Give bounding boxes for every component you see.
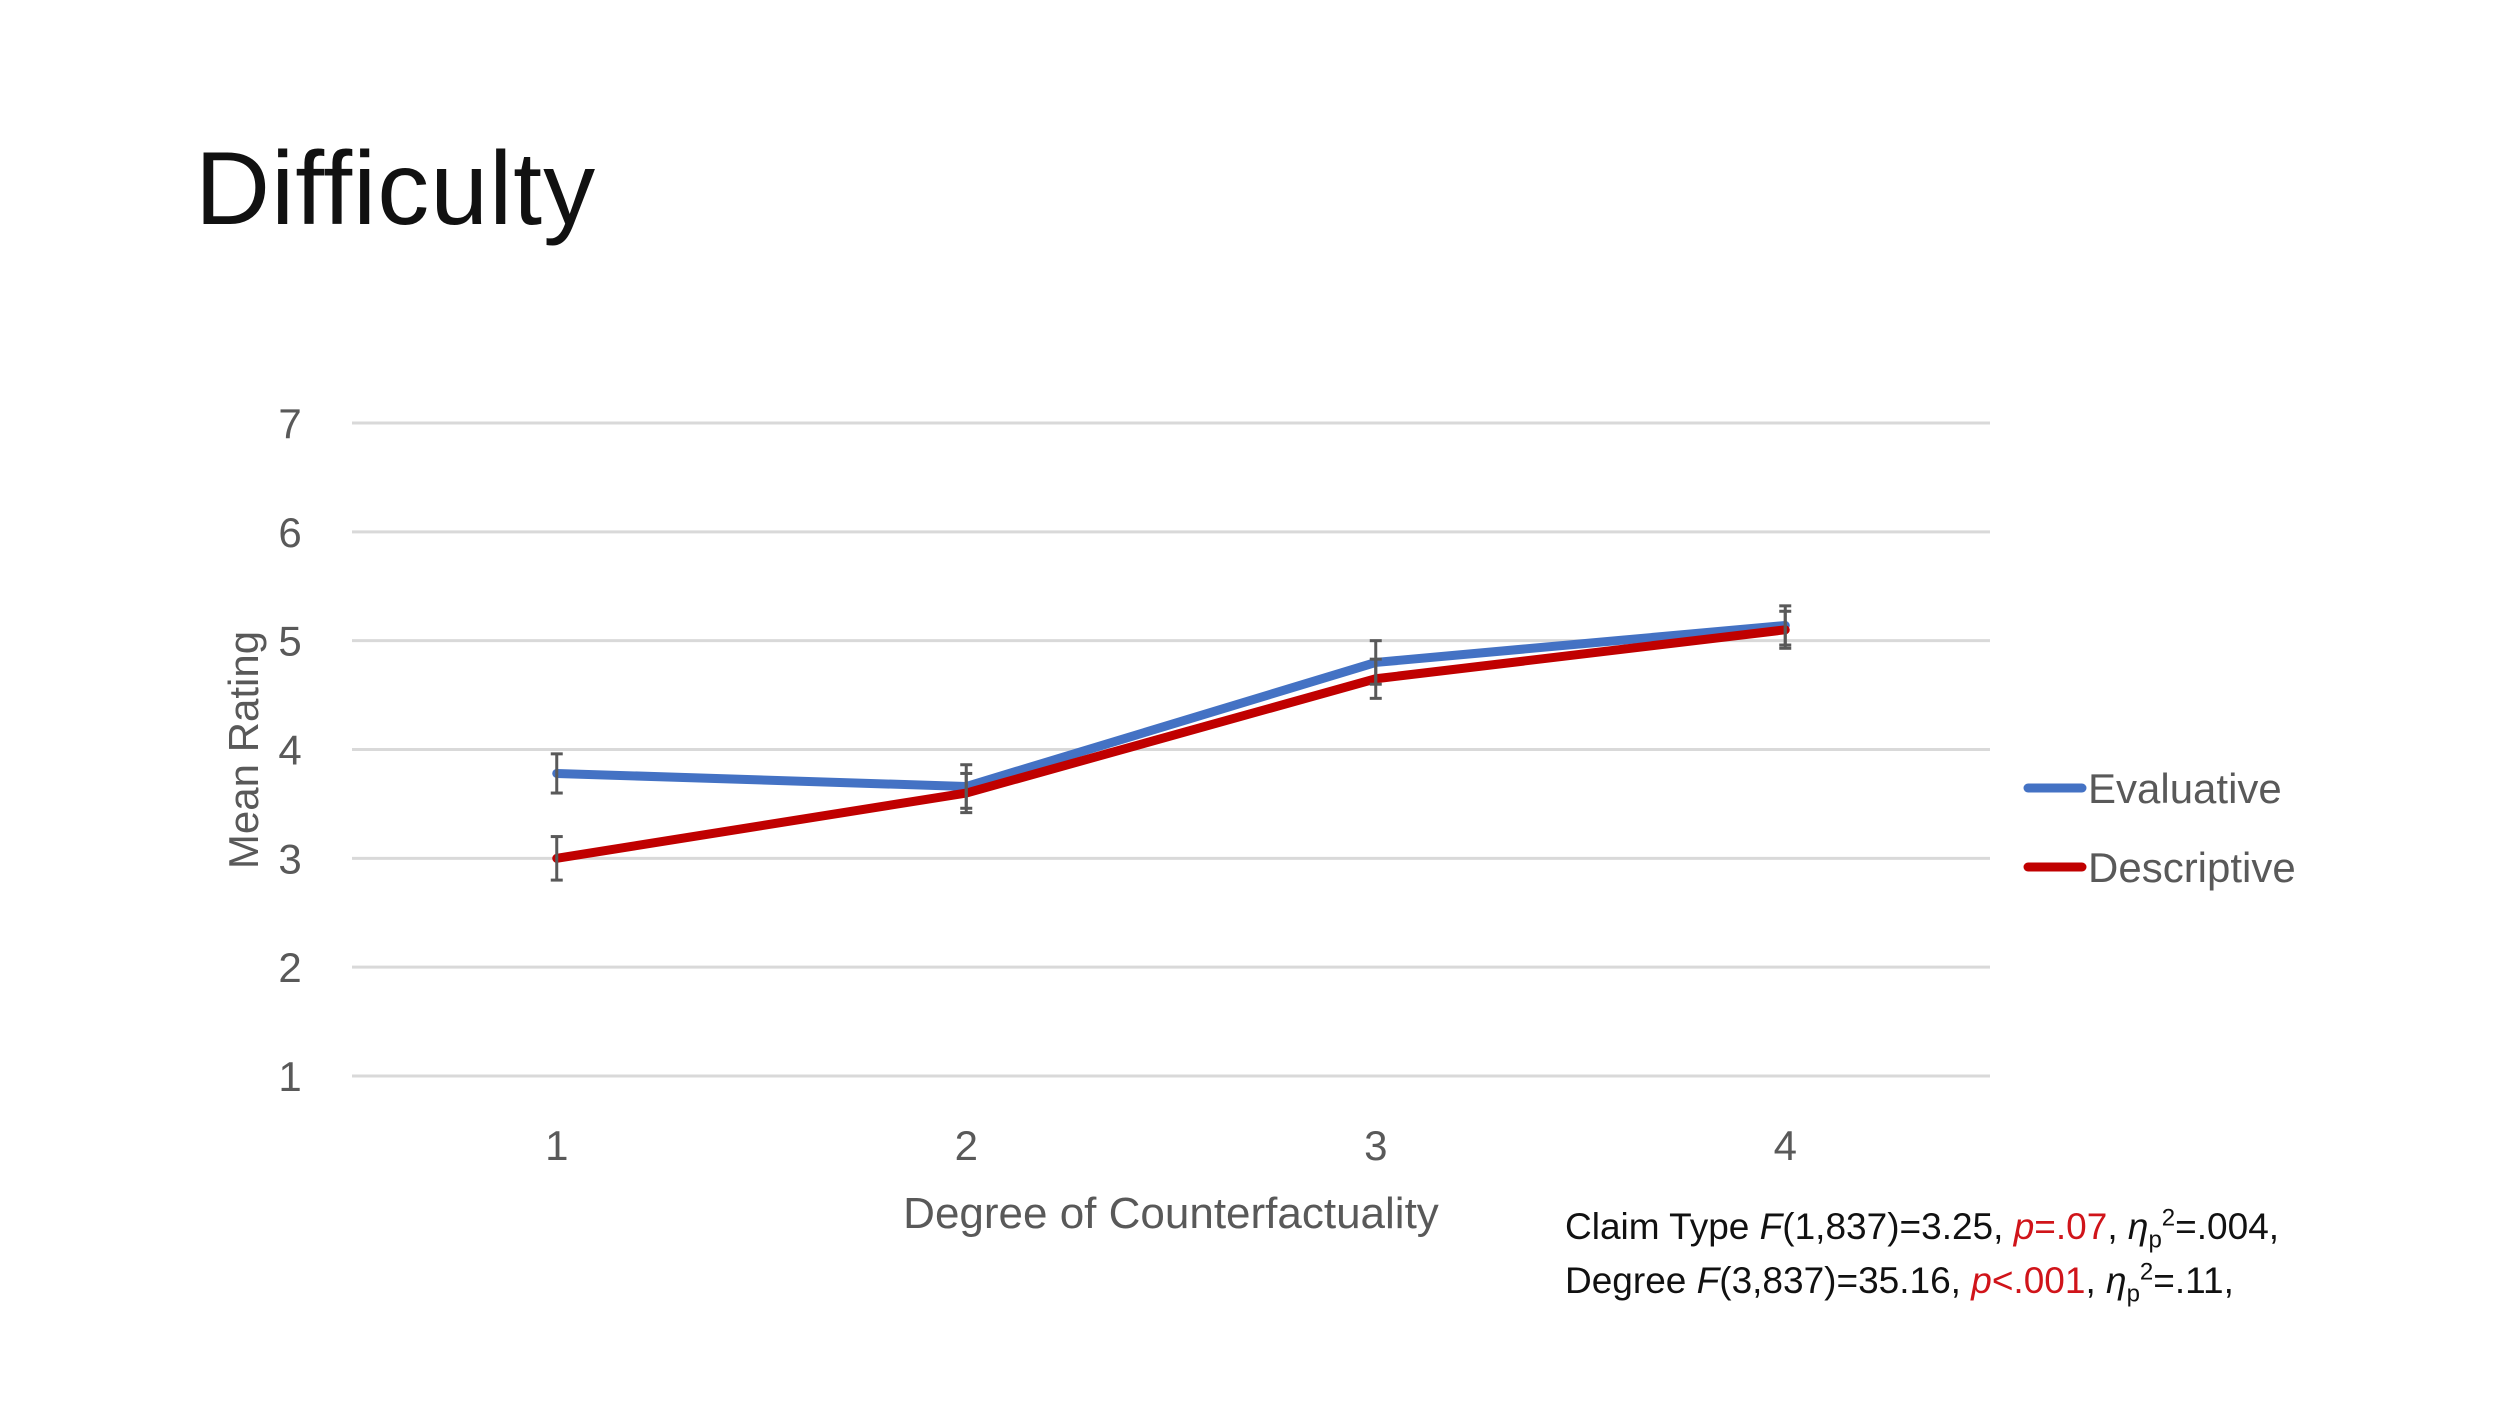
x-tick-label: 3 xyxy=(1364,1122,1387,1169)
stats-eta-sub: p xyxy=(2126,1280,2140,1308)
x-tick-label: 2 xyxy=(955,1122,978,1169)
y-tick-label: 6 xyxy=(278,509,301,556)
x-tick-label: 1 xyxy=(545,1122,568,1169)
stats-p-value: p=.07 xyxy=(2014,1206,2108,1247)
stats-line-degree: Degree F(3,837)=35.16, p<.001, ηp2=.11, xyxy=(1565,1258,2234,1308)
y-tick-label: 3 xyxy=(278,835,301,882)
stats-eta-symbol: η xyxy=(2106,1260,2127,1301)
stats-p-symbol: p xyxy=(1971,1260,1992,1301)
y-tick-label: 5 xyxy=(278,618,301,665)
legend-label: Evaluative xyxy=(2088,765,2282,812)
series-line xyxy=(552,620,1790,792)
series-lines xyxy=(552,620,1790,863)
stats-eta-sub: p xyxy=(2148,1226,2162,1254)
stats-eta-sup: 2 xyxy=(2139,1258,2154,1286)
stats-eta-value: =.11, xyxy=(2153,1260,2234,1301)
stats-p-number: =.07 xyxy=(2034,1206,2108,1247)
stats-p-number: <.001 xyxy=(1991,1260,2086,1301)
stats-p-value: p<.001 xyxy=(1971,1260,2085,1301)
stats-f-symbol: F xyxy=(1696,1260,1720,1301)
stats-line-claim-type: Claim Type F(1,837)=3.25, p=.07, ηp2=.00… xyxy=(1565,1204,2280,1254)
y-tick-label: 7 xyxy=(278,400,301,447)
stats-label: Degree xyxy=(1565,1260,1687,1301)
x-axis-label: Degree of Counterfactuality xyxy=(903,1189,1439,1238)
x-tick-label: 4 xyxy=(1774,1122,1797,1169)
stats-eta-value: =.004, xyxy=(2175,1206,2280,1247)
stats-f-symbol: F xyxy=(1759,1206,1783,1247)
y-tick-label: 1 xyxy=(278,1053,301,1100)
legend-label: Descriptive xyxy=(2088,844,2296,891)
y-axis-label: Mean Rating xyxy=(220,631,267,869)
stats-f-value: (1,837)=3.25, xyxy=(1782,1206,2004,1247)
gridlines xyxy=(352,421,1990,1078)
stats-label: Claim Type xyxy=(1565,1206,1750,1247)
y-axis-ticks: 1 2 3 4 5 6 7 xyxy=(278,400,301,1100)
slide-title: Difficulty xyxy=(195,131,597,247)
series-line xyxy=(552,625,1790,863)
x-axis-ticks: 1 2 3 4 xyxy=(545,1122,1797,1169)
stats-p-symbol: p xyxy=(2013,1206,2035,1247)
statistics-annotation: Claim Type F(1,837)=3.25, p=.07, ηp2=.00… xyxy=(1565,1200,2279,1308)
legend: Evaluative Descriptive xyxy=(2023,765,2296,891)
stats-eta-symbol: η xyxy=(2127,1206,2149,1247)
y-tick-label: 4 xyxy=(278,727,301,774)
stats-f-value: (3,837)=35.16, xyxy=(1719,1260,1961,1301)
error-bars xyxy=(550,604,1792,882)
stats-eta-sup: 2 xyxy=(2161,1204,2176,1232)
y-tick-label: 2 xyxy=(278,944,301,991)
